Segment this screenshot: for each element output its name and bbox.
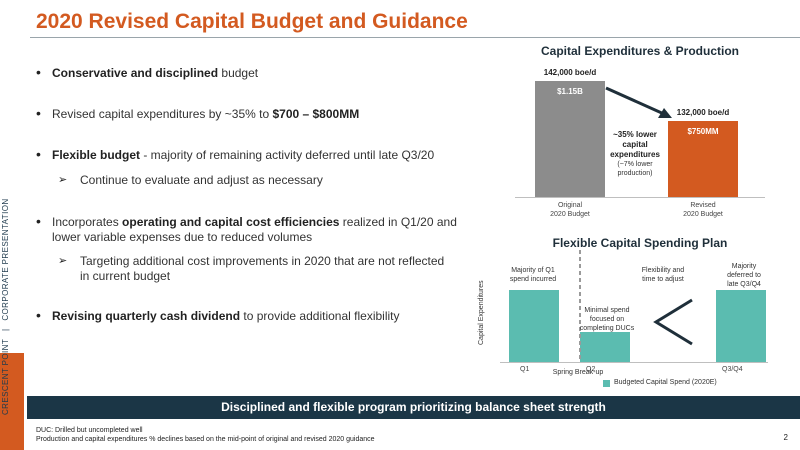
sub-bullet-text: Targeting additional cost improvements i…	[80, 254, 445, 283]
sidebar-brand: CRESCENT POINT	[1, 338, 10, 415]
bullet-dot-icon: •	[36, 146, 41, 162]
sidebar-label: CRESCENT POINT | CORPORATE PRESENTATION	[1, 198, 10, 415]
annotation-bold: capital	[622, 140, 648, 149]
capex-bar-label: $750MM	[687, 127, 719, 137]
sub-bullet-item: ➢ Continue to evaluate and adjust as nec…	[36, 173, 476, 188]
spring-breakup-label: Spring Break-up	[552, 369, 604, 376]
capex-bar-label: $1.15B	[557, 87, 583, 96]
sub-bullet-text: Continue to evaluate and adjust as neces…	[80, 173, 323, 187]
spending-x-axis	[500, 362, 768, 363]
bullet-item: • Revised capital expenditures by ~35% t…	[36, 105, 476, 122]
title-divider	[30, 37, 800, 38]
bullet-text: - majority of remaining activity deferre…	[140, 148, 435, 162]
sub-bullet-item: ➢ Targeting additional cost improvements…	[36, 254, 476, 284]
note-line: deferred to	[727, 272, 761, 279]
capex-bar	[668, 121, 738, 197]
note-line: Majority	[731, 263, 757, 270]
bullet-text: to provide additional flexibility	[240, 309, 400, 323]
flex-chevron-icon	[653, 298, 693, 346]
category-line: 2020 Budget	[683, 211, 723, 218]
spending-category-label: Q2	[586, 366, 596, 373]
sidebar-separator: |	[1, 328, 10, 331]
note-line: Flexibility and	[641, 267, 685, 274]
legend-label: Budgeted Capital Spend (2020E)	[614, 379, 717, 386]
bullet-bold: Conservative and disciplined	[52, 66, 219, 80]
sidebar-section: CORPORATE PRESENTATION	[1, 198, 10, 321]
annotation-text: (~7% lower	[617, 161, 653, 168]
note-line: spend incurred	[509, 276, 557, 283]
production-label: 132,000 boe/d	[676, 108, 730, 118]
bullet-dot-icon: •	[36, 105, 41, 121]
annotation-bold: expenditures	[610, 150, 660, 159]
capex-bar	[535, 81, 605, 197]
bullet-list: • Conservative and disciplined budget • …	[36, 64, 476, 324]
note-line: completing DUCs	[579, 325, 635, 332]
q1-note: Majority of Q1 spend incurred	[503, 266, 563, 284]
bullet-text: Incorporates	[52, 215, 123, 229]
category-line: 2020 Budget	[550, 211, 590, 218]
q2-note: Minimal spend focused on completing DUCs	[576, 306, 638, 333]
page-title: 2020 Revised Capital Budget and Guidance	[36, 10, 468, 33]
footnote: DUC: Drilled but uncompleted well	[36, 427, 143, 434]
bullet-text: realized in Q1/20 and lower variable exp…	[52, 215, 457, 244]
bullet-text: Revised capital expenditures by ~35% to	[52, 107, 273, 121]
q34-note: Majority deferred to late Q3/Q4	[716, 262, 772, 289]
bullet-dot-icon: •	[36, 64, 41, 80]
capex-x-axis	[515, 197, 765, 198]
spending-bar	[716, 290, 766, 362]
note-line: time to adjust	[642, 276, 684, 283]
spending-bar	[580, 331, 630, 362]
capex-category-label: Original 2020 Budget	[525, 201, 615, 219]
bullet-bold: operating and capital cost efficiencies	[122, 215, 340, 229]
note-line: late Q3/Q4	[727, 281, 761, 288]
capex-annotation: ~35% lower capital expenditures (~7% low…	[594, 130, 676, 178]
note-line: focused on	[589, 316, 625, 323]
capex-chart-title: Capital Expenditures & Production	[540, 44, 740, 58]
arrow-bullet-icon: ➢	[58, 255, 68, 267]
bullet-bold: Revising quarterly cash dividend	[52, 309, 241, 323]
bullet-bold: $700 – $800MM	[272, 107, 360, 121]
bullet-bold: Flexible budget	[52, 148, 141, 162]
bullet-dot-icon: •	[36, 307, 41, 323]
bullet-item: • Revising quarterly cash dividend to pr…	[36, 307, 476, 324]
bullet-item: • Incorporates operating and capital cos…	[36, 213, 476, 245]
spending-bar	[509, 290, 559, 362]
bullet-text: budget	[218, 66, 259, 80]
flexibility-note: Flexibility and time to adjust	[632, 266, 694, 284]
bullet-dot-icon: •	[36, 213, 41, 229]
annotation-bold: ~35% lower	[613, 130, 657, 139]
sidebar-accent	[0, 353, 24, 450]
category-line: Revised	[690, 202, 716, 209]
note-line: Majority of Q1	[511, 267, 555, 274]
down-arrow-icon	[605, 86, 672, 118]
footnote: Production and capital expenditures % de…	[36, 436, 375, 443]
capex-category-label: Revised 2020 Budget	[658, 201, 748, 219]
legend-swatch	[603, 380, 610, 387]
spending-chart-title: Flexible Capital Spending Plan	[552, 236, 728, 250]
arrow-bullet-icon: ➢	[58, 174, 68, 186]
spending-category-label: Q1	[520, 366, 530, 373]
footnotes: DUC: Drilled but uncompleted well Produc…	[36, 426, 375, 444]
breakup-divider	[579, 250, 581, 362]
spending-category-label: Q3/Q4	[722, 366, 743, 373]
note-line: Minimal spend	[584, 307, 630, 314]
category-line: Original	[557, 202, 583, 209]
bullet-item: • Flexible budget - majority of remainin…	[36, 146, 476, 163]
production-label: 142,000 boe/d	[543, 68, 597, 77]
bullet-item: • Conservative and disciplined budget	[36, 64, 476, 81]
spending-y-axis-label: Capital Expenditures	[478, 280, 485, 345]
summary-banner: Disciplined and flexible program priorit…	[27, 396, 800, 419]
page-number: 2	[783, 433, 788, 442]
annotation-text: production)	[617, 170, 653, 177]
